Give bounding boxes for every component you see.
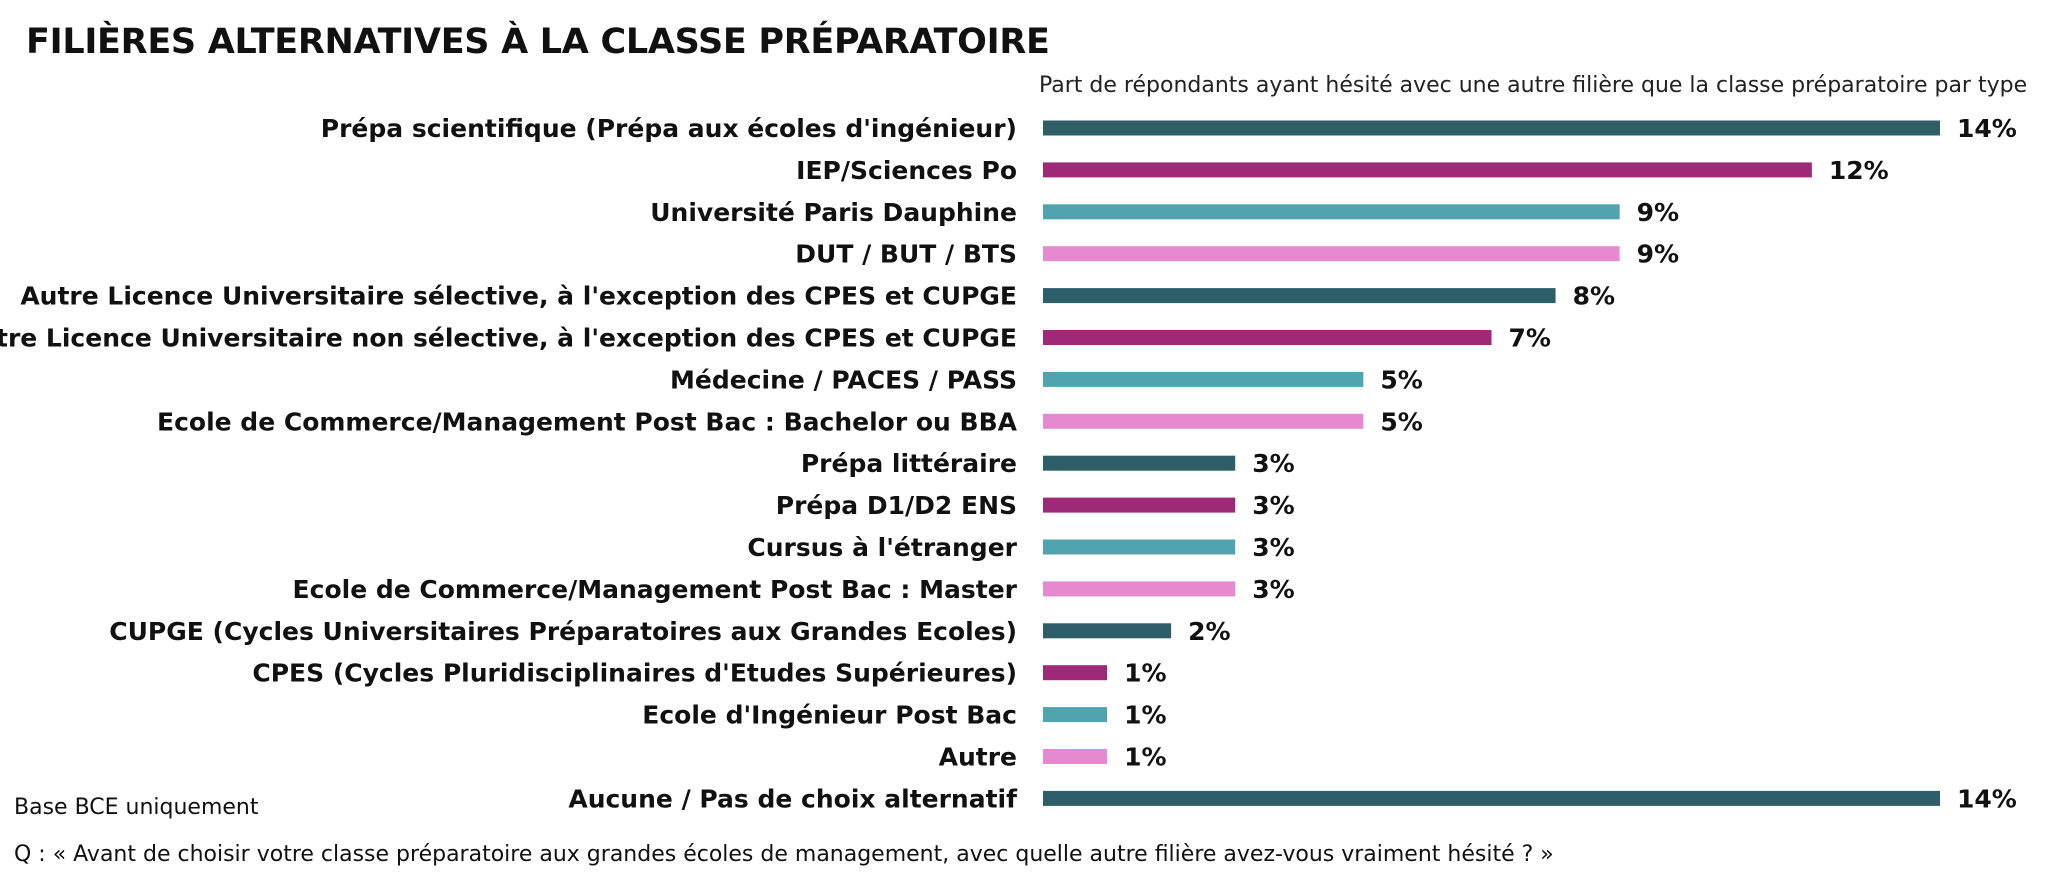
- bar: [1043, 288, 1556, 304]
- category-label: Université Paris Dauphine: [650, 198, 1017, 227]
- value-label: 2%: [1188, 617, 1230, 646]
- bar: [1043, 455, 1236, 471]
- bar: [1043, 120, 1940, 136]
- value-label: 3%: [1252, 491, 1294, 520]
- category-label: Autre: [939, 743, 1017, 772]
- value-label: 9%: [1637, 240, 1679, 269]
- chart-subtitle: Part de répondants ayant hésité avec une…: [1039, 73, 2028, 98]
- category-label: Prépa littéraire: [801, 449, 1017, 478]
- value-label: 9%: [1637, 198, 1679, 227]
- category-label: Ecole de Commerce/Management Post Bac : …: [293, 575, 1018, 604]
- category-label: Prépa D1/D2 ENS: [776, 491, 1017, 520]
- category-label: Ecole d'Ingénieur Post Bac: [642, 701, 1017, 730]
- value-label: 7%: [1509, 324, 1551, 353]
- bar: [1043, 497, 1236, 513]
- value-label: 14%: [1957, 114, 2017, 143]
- category-label: Autre Licence Universitaire sélective, à…: [20, 282, 1017, 311]
- bar: [1043, 623, 1172, 639]
- category-label: IEP/Sciences Po: [796, 156, 1017, 185]
- bar: [1043, 371, 1364, 387]
- bar: [1043, 246, 1620, 262]
- question-note: Q : « Avant de choisir votre classe prép…: [14, 842, 1554, 867]
- chart-title: FILIÈRES ALTERNATIVES À LA CLASSE PRÉPAR…: [26, 22, 1050, 62]
- category-label: Ecole de Commerce/Management Post Bac : …: [157, 407, 1018, 436]
- value-label: 1%: [1124, 659, 1166, 688]
- category-label: Prépa scientifique (Prépa aux écoles d'i…: [321, 114, 1017, 143]
- bars-layer: Prépa scientifique (Prépa aux écoles d'i…: [0, 114, 2017, 813]
- category-label: Autre Licence Universitaire non sélectiv…: [0, 324, 1017, 353]
- bar: [1043, 790, 1940, 806]
- value-label: 3%: [1252, 449, 1294, 478]
- base-note: Base BCE uniquement: [14, 795, 259, 820]
- value-label: 5%: [1380, 365, 1422, 394]
- category-label: Aucune / Pas de choix alternatif: [568, 784, 1018, 813]
- category-label: Cursus à l'étranger: [747, 533, 1017, 562]
- value-label: 3%: [1252, 575, 1294, 604]
- bar: [1043, 539, 1236, 555]
- bar: [1043, 162, 1812, 178]
- bar: [1043, 581, 1236, 597]
- value-label: 12%: [1829, 156, 1889, 185]
- value-label: 1%: [1124, 743, 1166, 772]
- value-label: 3%: [1252, 533, 1294, 562]
- bar: [1043, 413, 1364, 429]
- value-label: 8%: [1573, 282, 1615, 311]
- bar: [1043, 204, 1620, 220]
- bar: [1043, 330, 1492, 345]
- value-label: 1%: [1124, 701, 1166, 730]
- category-label: DUT / BUT / BTS: [795, 240, 1017, 269]
- category-label: Médecine / PACES / PASS: [670, 365, 1017, 394]
- bar: [1043, 707, 1108, 723]
- bar: [1043, 665, 1108, 681]
- bar: [1043, 749, 1108, 764]
- category-label: CPES (Cycles Pluridisciplinaires d'Etude…: [252, 659, 1017, 688]
- category-label: CUPGE (Cycles Universitaires Préparatoir…: [109, 617, 1017, 646]
- value-label: 5%: [1380, 407, 1422, 436]
- value-label: 14%: [1957, 784, 2017, 813]
